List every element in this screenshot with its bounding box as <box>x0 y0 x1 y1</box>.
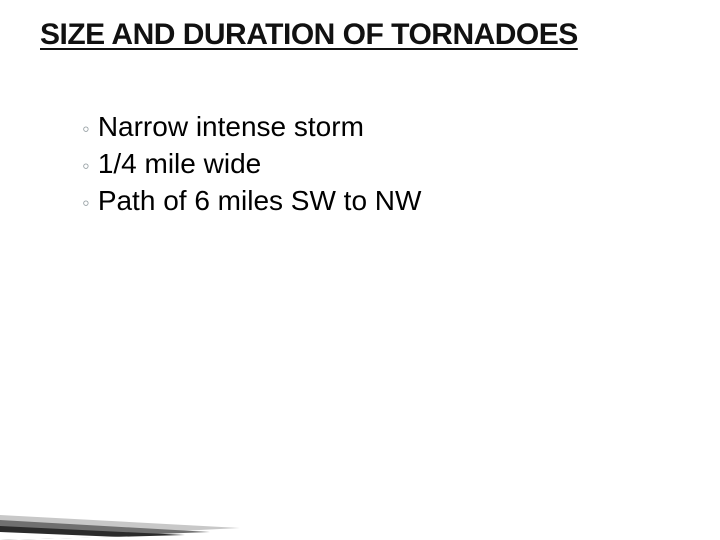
list-item: ◦ Path of 6 miles SW to NW <box>82 183 680 218</box>
slide: SIZE AND DURATION OF TORNADOES ◦ Narrow … <box>0 0 720 540</box>
bullet-text: Narrow intense storm <box>98 109 364 144</box>
slide-title: SIZE AND DURATION OF TORNADOES <box>40 18 680 53</box>
list-item: ◦ 1/4 mile wide <box>82 146 680 181</box>
accent-stripe-dark <box>0 526 185 540</box>
bullet-list: ◦ Narrow intense storm ◦ 1/4 mile wide ◦… <box>82 109 680 218</box>
accent-stripe-white <box>0 532 120 540</box>
corner-accent-graphic <box>0 480 300 540</box>
bullet-text: Path of 6 miles SW to NW <box>98 183 422 218</box>
accent-stripe-light <box>0 515 240 540</box>
bullet-marker-icon: ◦ <box>82 189 90 217</box>
bullet-marker-icon: ◦ <box>82 152 90 180</box>
bullet-text: 1/4 mile wide <box>98 146 261 181</box>
list-item: ◦ Narrow intense storm <box>82 109 680 144</box>
accent-stripe-mid <box>0 520 210 540</box>
bullet-marker-icon: ◦ <box>82 115 90 143</box>
